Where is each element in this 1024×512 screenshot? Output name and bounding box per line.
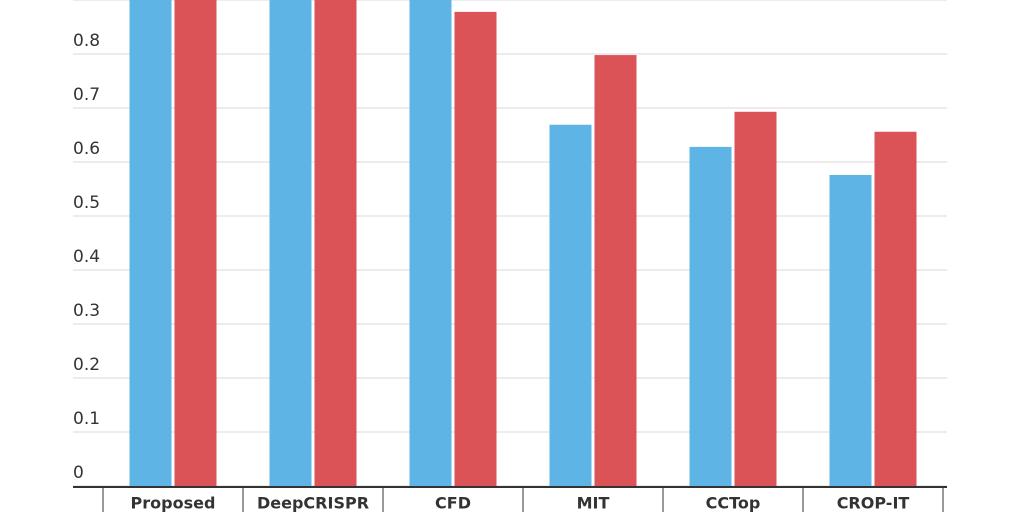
bar xyxy=(549,124,592,487)
x-tick-label: DeepCRISPR xyxy=(257,494,369,512)
y-tick-label: 0.2 xyxy=(73,355,100,375)
bar xyxy=(689,146,732,486)
y-tick-label: 0.4 xyxy=(73,247,100,267)
x-tick-label: CCTop xyxy=(706,494,761,512)
bar xyxy=(314,0,357,486)
bar xyxy=(129,0,172,487)
bar xyxy=(409,0,452,487)
x-tick-label: CROP-IT xyxy=(837,494,910,512)
x-tick-label: Proposed xyxy=(131,494,216,512)
bar xyxy=(734,111,777,486)
bar xyxy=(594,55,637,487)
bar xyxy=(874,131,917,486)
bar xyxy=(174,0,217,486)
bar xyxy=(454,11,497,486)
y-tick-label: 0.6 xyxy=(73,139,100,159)
y-tick-label: 0 xyxy=(73,463,84,483)
y-tick-label: 0.7 xyxy=(73,85,100,105)
bar xyxy=(269,0,312,486)
x-tick-label: CFD xyxy=(435,494,471,512)
x-tick-label: MIT xyxy=(577,494,610,512)
y-tick-label: 0.8 xyxy=(73,31,100,51)
bar xyxy=(829,174,872,486)
y-tick-label: 0.3 xyxy=(73,301,100,321)
y-tick-label: 0.5 xyxy=(73,193,100,213)
y-tick-label: 0.1 xyxy=(73,409,100,429)
